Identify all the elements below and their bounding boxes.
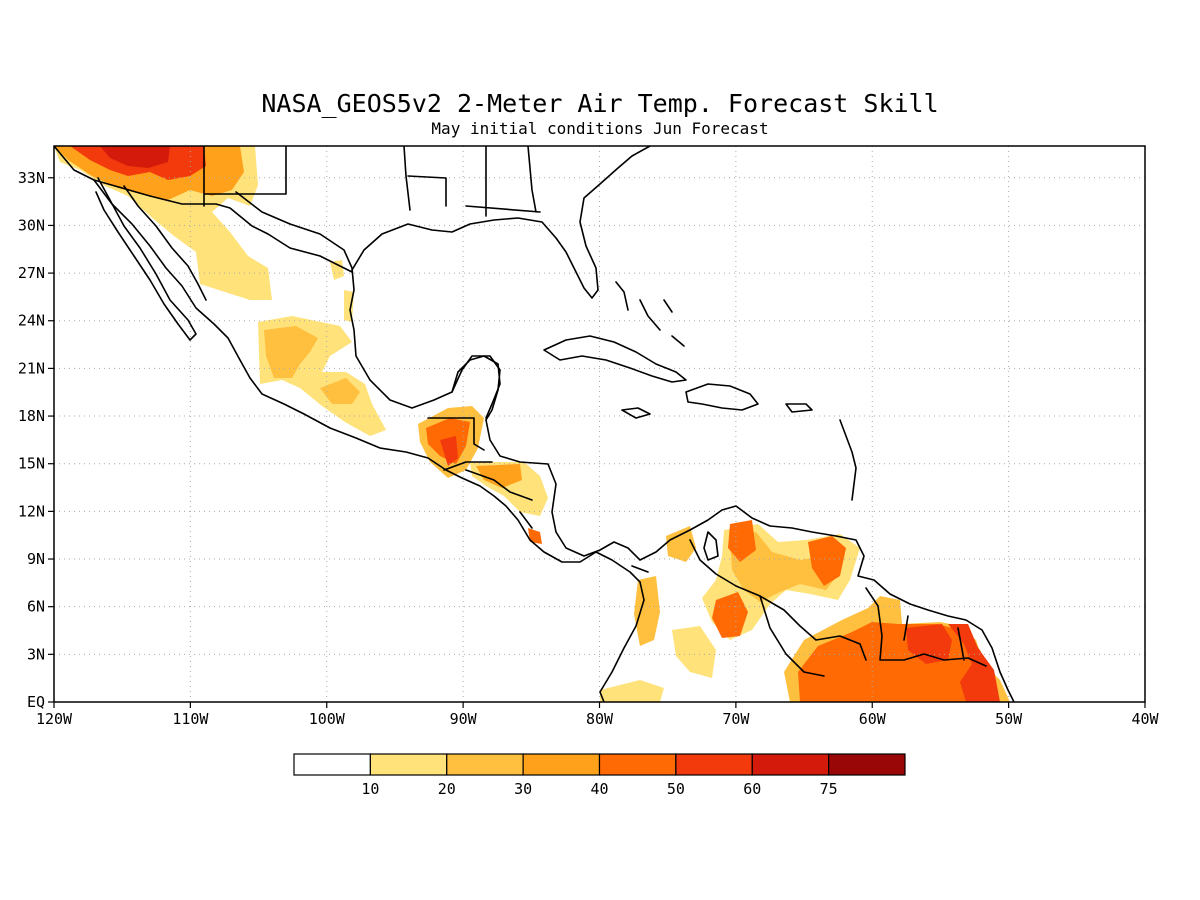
skill-area-guianas-east [948, 624, 1000, 702]
skill-area-venezuela-max [728, 520, 756, 562]
y-tick-label: 18N [18, 407, 45, 425]
skill-area-orinoco [712, 592, 748, 638]
skill-area-venezuela-east [808, 536, 846, 586]
x-tick-label: 50W [995, 710, 1023, 728]
y-tick-label: 9N [27, 550, 45, 568]
y-tick-label: 24N [18, 312, 45, 330]
coast-cuba [543, 335, 687, 383]
x-tick-label: 70W [722, 710, 750, 728]
skill-area-ecuador [600, 680, 664, 702]
x-tick-label: 90W [450, 710, 478, 728]
y-tick-label: 12N [18, 502, 45, 520]
colorbar-label: 60 [743, 780, 761, 798]
y-tick-label: 30N [18, 216, 45, 234]
coast-baja-california [95, 177, 197, 341]
coast-lake-maracaibo [703, 531, 719, 561]
skill-area-central-mexico-core [264, 326, 318, 378]
colorbar-swatch [446, 753, 524, 776]
x-tick-label: 100W [309, 710, 346, 728]
map-subtitle: May initial conditions Jun Forecast [431, 119, 768, 138]
skill-area-southwest-us-peak [100, 146, 170, 168]
coast-bahamas [615, 281, 685, 347]
coast-jamaica [621, 407, 651, 419]
longitude-axis: 120W 110W 100W 90W 80W 70W 60W 50W 40W [36, 702, 1160, 728]
y-tick-label: EQ [27, 693, 45, 711]
y-tick-label: 27N [18, 264, 45, 282]
y-tick-label: 33N [18, 169, 45, 187]
y-tick-label: 15N [18, 455, 45, 473]
coast-pacific-north-america [54, 146, 645, 702]
colorbar-label: 40 [590, 780, 608, 798]
colorbar-swatch [522, 753, 601, 776]
coast-hispaniola [685, 383, 759, 411]
coast-central-america-caribbean [485, 419, 1015, 702]
skill-area-central-mexico-east [320, 378, 360, 404]
colorbar-swatch [598, 753, 677, 776]
colorbar-label: 50 [667, 780, 685, 798]
colorbar-label: 75 [820, 780, 838, 798]
skill-area-honduras-core [476, 464, 522, 488]
skill-area-costa-rica [528, 528, 542, 544]
coast-lesser-antilles [839, 419, 857, 501]
colorbar-legend: 10 20 30 40 50 60 75 [293, 753, 906, 798]
coast-gulf-of-mexico [235, 191, 501, 421]
x-tick-label: 60W [859, 710, 887, 728]
map-title: NASA_GEOS5v2 2-Meter Air Temp. Forecast … [261, 89, 938, 118]
x-tick-label: 120W [36, 710, 73, 728]
x-tick-label: 80W [586, 710, 614, 728]
coast-texas-louisiana [351, 146, 651, 299]
y-tick-label: 21N [18, 359, 45, 377]
coast-puerto-rico [785, 403, 813, 413]
coast-yucatan [451, 355, 501, 419]
coast-gulf-of-california [123, 185, 207, 301]
skill-area-guianas-max [906, 624, 952, 664]
colorbar-swatch [828, 753, 906, 776]
colorbar-swatch [675, 753, 753, 776]
colorbar-swatch [369, 753, 448, 776]
skill-area-colombia-south [672, 626, 716, 678]
x-tick-label: 110W [172, 710, 209, 728]
skill-area-gulf-coast-mexico [330, 260, 344, 280]
skill-area-venezuela-core [730, 532, 840, 602]
colorbar-label: 20 [438, 780, 456, 798]
colorbar-label: 30 [514, 780, 532, 798]
map-gridlines [54, 146, 1145, 702]
border-south-america [631, 539, 987, 677]
coastlines [54, 146, 1015, 702]
border-us-states [203, 146, 541, 217]
border-central-america [427, 417, 533, 529]
skill-area-guatemala-max [440, 436, 458, 466]
colorbar-swatch [751, 753, 830, 776]
y-tick-label: 3N [27, 645, 45, 663]
colorbar-swatch [293, 753, 371, 776]
latitude-axis: EQ 3N 6N 9N 12N 15N 18N 21N 24N 27N 30N 33N [18, 169, 54, 711]
skill-area-colombia-west [634, 576, 660, 646]
skill-area-colombia-north [666, 526, 696, 562]
y-tick-label: 6N [27, 598, 45, 616]
skill-shading [54, 146, 1010, 702]
border-us-mexico [93, 179, 353, 273]
x-tick-label: 40W [1131, 710, 1159, 728]
colorbar-label: 10 [361, 780, 379, 798]
